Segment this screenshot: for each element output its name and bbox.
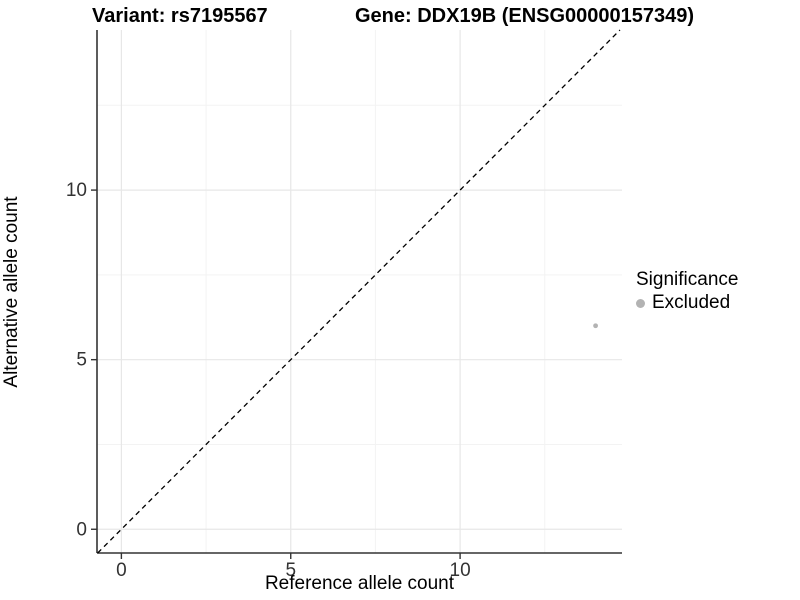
x-axis-title: Reference allele count	[264, 573, 455, 594]
legend-item-excluded: Excluded	[636, 292, 738, 314]
x-tick-label: 0	[116, 560, 127, 581]
x-tick-label: 5	[285, 560, 296, 581]
y-tick-label: 10	[66, 180, 87, 201]
x-tick-label: 10	[450, 560, 471, 581]
legend: Significance Excluded	[636, 268, 738, 314]
legend-point-icon	[636, 298, 645, 308]
y-axis-title: Alternative allele count	[1, 196, 22, 388]
y-tick-label: 5	[76, 350, 87, 371]
legend-title: Significance	[636, 269, 739, 290]
identity-line	[97, 29, 621, 554]
y-tick-label: 0	[76, 519, 87, 540]
data-point	[593, 323, 598, 329]
plot-title-variant: Variant: rs7195567	[92, 5, 268, 27]
plot-title-gene: Gene: DDX19B (ENSG00000157349)	[355, 5, 695, 27]
legend-item-label: Excluded	[652, 292, 731, 313]
